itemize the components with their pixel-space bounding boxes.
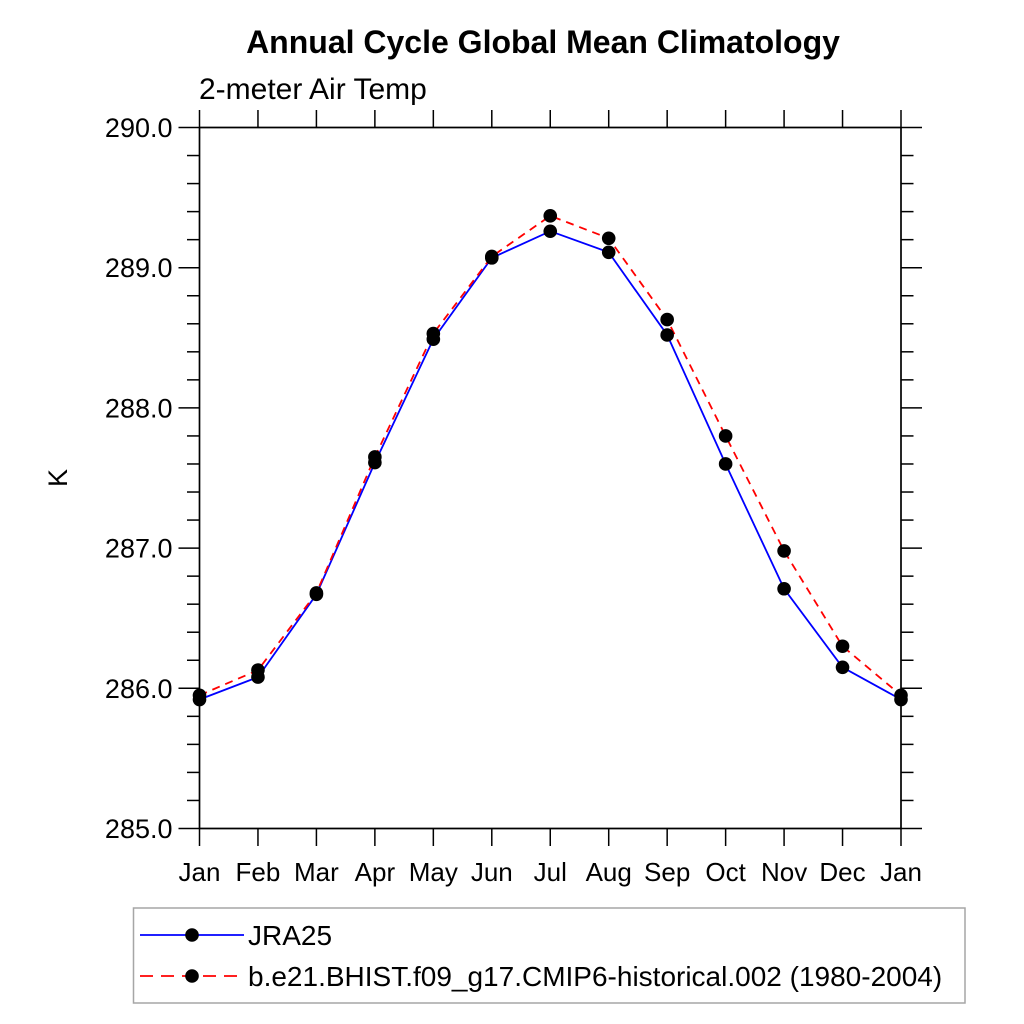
x-tick-label: Aug (586, 857, 632, 887)
y-tick-labels: 285.0 286.0 287.0 288.0 289.0 290.0 (105, 113, 173, 844)
y-tick-label: 288.0 (105, 393, 173, 423)
legend-marker-1 (185, 969, 199, 983)
x-tick-label: Feb (236, 857, 281, 887)
x-tick-label: Mar (294, 857, 339, 887)
data-point-marker-s1 (192, 688, 207, 703)
data-point-marker-s1 (484, 249, 499, 264)
series-line-1 (199, 214, 902, 697)
data-point-marker-s0 (777, 581, 791, 596)
y-tick-label: 286.0 (105, 674, 173, 704)
data-point-marker-s1 (543, 209, 558, 223)
data-point-marker-s1 (894, 688, 908, 703)
x-tick-label: Sep (644, 857, 690, 887)
data-series (192, 209, 908, 707)
legend: JRA25 b.e21.BHIST.f09_g17.CMIP6-historica… (132, 907, 966, 1004)
x-tick-label: Dec (819, 857, 865, 887)
y-tick-label: 285.0 (105, 814, 173, 844)
y-tick-label: 289.0 (105, 253, 173, 283)
data-point-marker-s1 (718, 429, 733, 443)
y-tick-label: 290.0 (105, 113, 173, 143)
data-point-marker-s1 (601, 231, 616, 246)
legend-box (132, 907, 966, 1004)
series-line-0 (199, 230, 902, 701)
y-axis-label: K (43, 469, 73, 487)
x-tick-label: Apr (355, 857, 396, 887)
data-point-marker-s0 (543, 224, 558, 239)
x-tick-label: Oct (705, 857, 746, 887)
data-point-marker-s0 (660, 328, 674, 342)
data-point-marker-s1 (660, 312, 674, 327)
data-point-marker-s1 (309, 586, 324, 600)
x-tick-label: May (409, 857, 458, 887)
y-tick-label: 287.0 (105, 534, 173, 564)
x-tick-label: Jul (534, 857, 567, 887)
x-tick-label: Jun (471, 857, 513, 887)
x-tick-label: Jan (179, 857, 221, 887)
plot-axes (178, 110, 922, 846)
data-point-marker-s0 (601, 245, 616, 260)
data-point-marker-s1 (777, 544, 791, 558)
data-point-marker-s1 (251, 663, 265, 677)
legend-label-0: JRA25 (248, 920, 332, 951)
x-tick-label: Nov (761, 857, 807, 887)
x-tick-labels: Jan Feb Mar Apr May Jun Jul Aug Sep Oct Nov Dec Jan (179, 857, 922, 887)
legend-label-1: b.e21.BHIST.f09_g17.CMIP6-historical.002… (248, 961, 942, 992)
chart-title: Annual Cycle Global Mean Climatology (246, 24, 840, 60)
x-tick-label: Jan (880, 857, 922, 887)
data-point-marker-s1 (426, 326, 441, 341)
chart-subtitle: 2-meter Air Temp (199, 73, 427, 106)
data-point-marker-s0 (718, 457, 733, 471)
data-point-marker-s1 (368, 450, 382, 464)
data-point-marker-s0 (835, 660, 850, 675)
data-point-marker-s1 (835, 639, 850, 654)
legend-marker-0 (185, 928, 199, 942)
